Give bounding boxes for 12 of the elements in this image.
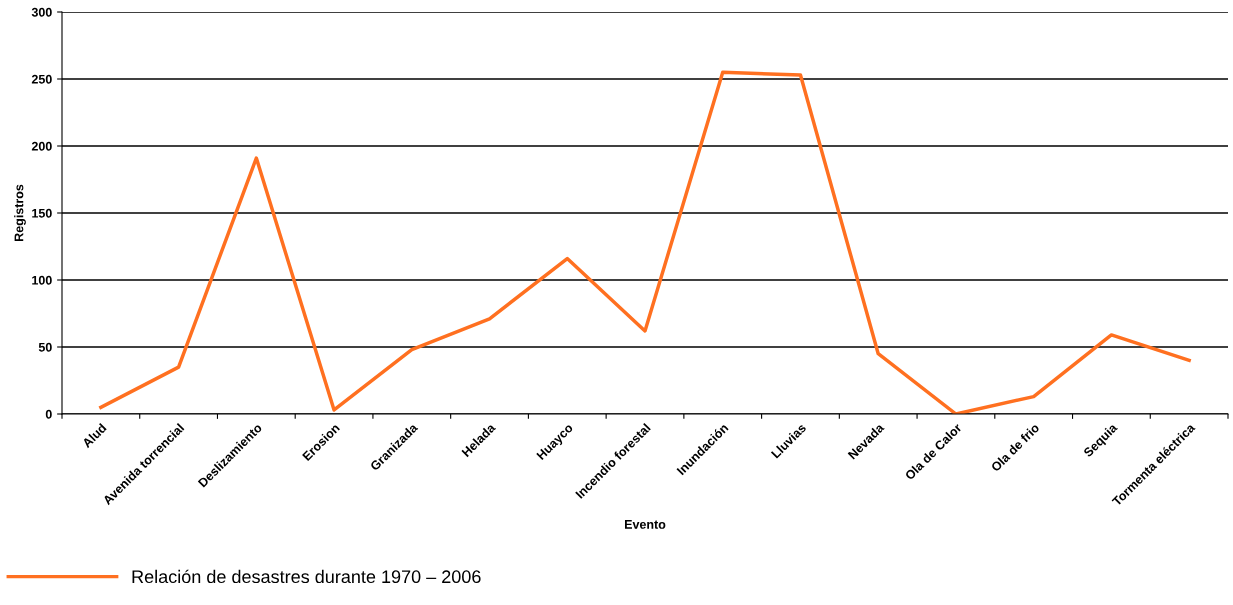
y-tick-label: 150: [32, 208, 52, 218]
y-tick-label: 0: [45, 409, 52, 419]
y-tick-label: 50: [38, 342, 52, 352]
y-tick-label: 250: [31, 74, 52, 84]
x-axis-title: Evento: [625, 520, 666, 529]
y-tick-label: 200: [31, 141, 52, 151]
y-axis-title: Registros: [14, 184, 26, 241]
y-tick-label: 300: [31, 7, 52, 17]
x-tick-label: Ola de frio: [990, 422, 1040, 473]
text: Relación de desastres durante 1970 – 2006: [132, 569, 481, 584]
line-series: [99, 70, 1191, 414]
y-tick-label: 100: [32, 275, 52, 285]
